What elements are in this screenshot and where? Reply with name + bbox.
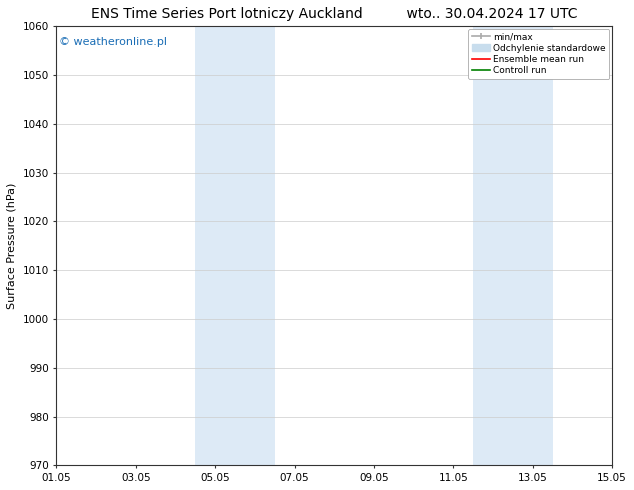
Bar	[473, 26, 553, 465]
Title: ENS Time Series Port lotniczy Auckland          wto.. 30.04.2024 17 UTC: ENS Time Series Port lotniczy Auckland w…	[91, 7, 578, 21]
Y-axis label: Surface Pressure (hPa): Surface Pressure (hPa)	[7, 183, 17, 309]
Legend: min/max, Odchylenie standardowe, Ensemble mean run, Controll run: min/max, Odchylenie standardowe, Ensembl…	[468, 29, 609, 79]
Bar	[195, 26, 275, 465]
Text: © weatheronline.pl: © weatheronline.pl	[59, 37, 167, 47]
